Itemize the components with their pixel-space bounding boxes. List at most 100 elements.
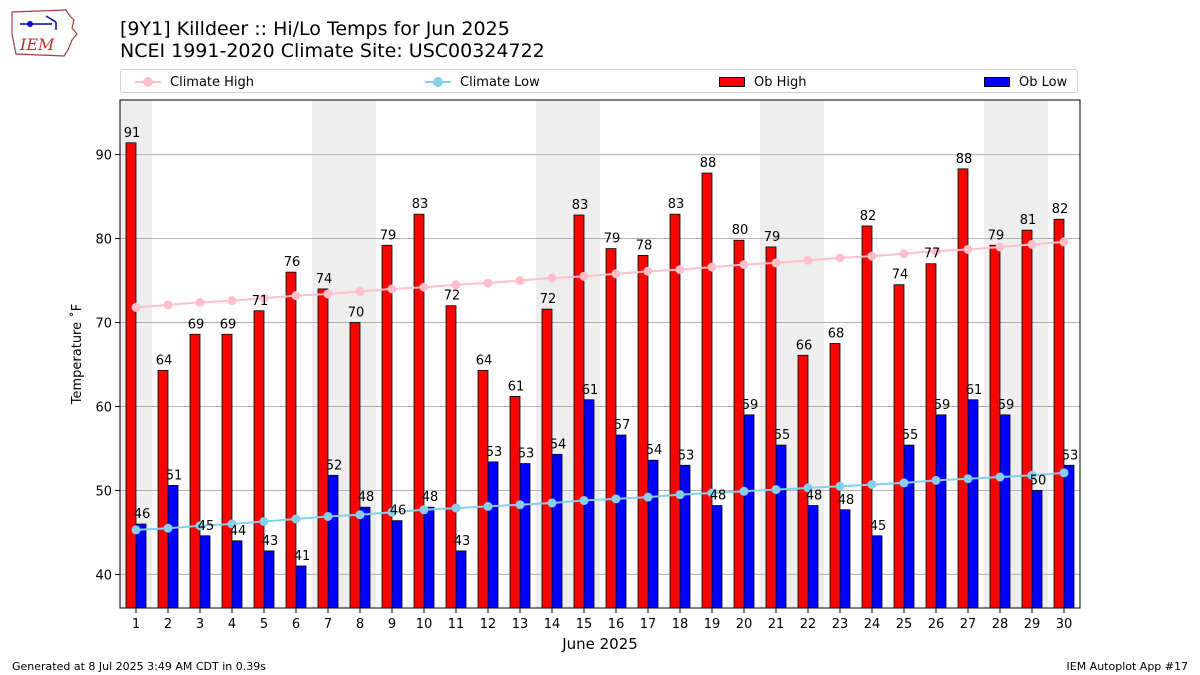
climate-low-point — [1059, 468, 1069, 478]
ob-low-value-label: 43 — [454, 534, 471, 549]
ob-high-value-label: 82 — [860, 209, 877, 224]
iowa-outline — [11, 9, 78, 57]
ob-high-bar — [445, 305, 457, 609]
x-tick-label: 13 — [512, 617, 529, 632]
ob-high-bar — [733, 239, 745, 609]
y-tick-label: 40 — [95, 568, 112, 583]
x-tick-label: 22 — [800, 617, 817, 632]
ob-low-value-label: 41 — [294, 549, 311, 564]
climate-high-point — [931, 246, 941, 256]
climate-low-point — [643, 492, 653, 502]
ob-low-bar — [807, 505, 819, 609]
ob-low-bar — [775, 444, 787, 609]
x-tick-label: 16 — [608, 617, 625, 632]
climate-low-point — [419, 505, 429, 515]
ob-low-value-label: 45 — [870, 519, 887, 534]
ob-high-bar — [349, 322, 361, 609]
climate-low-point — [163, 523, 173, 533]
ob-high-value-label: 79 — [380, 228, 397, 243]
climate-low-point — [515, 500, 525, 510]
ob-low-value-label: 45 — [198, 519, 215, 534]
ob-low-value-label: 48 — [422, 490, 439, 505]
ob-high-value-label: 72 — [444, 289, 461, 304]
ob-high-value-label: 79 — [604, 232, 621, 247]
climate-low-point — [739, 486, 749, 496]
climate-high-point — [291, 291, 301, 301]
ob-high-bar — [477, 369, 489, 609]
climate-high-point — [451, 280, 461, 290]
ob-low-value-label: 51 — [166, 468, 183, 483]
climate-high-point — [547, 273, 557, 283]
x-tick-label: 7 — [324, 617, 332, 632]
x-tick-label: 1 — [132, 617, 140, 632]
climate-low-point — [483, 501, 493, 511]
ob-high-value-label: 76 — [284, 255, 301, 270]
x-tick-label: 14 — [544, 617, 561, 632]
climate-low-point — [227, 519, 237, 529]
ob-low-value-label: 53 — [1062, 448, 1079, 463]
ob-high-value-label: 61 — [508, 379, 525, 394]
ob-high-value-label: 66 — [796, 338, 813, 353]
climate-high-point — [739, 260, 749, 270]
ob-low-value-label: 48 — [806, 489, 823, 504]
x-tick-label: 18 — [672, 617, 689, 632]
climate-high-point — [515, 276, 525, 286]
ob-high-bar — [157, 369, 169, 609]
ob-low-bar — [871, 535, 883, 609]
ob-high-value-label: 71 — [252, 294, 269, 309]
ob-high-value-label: 74 — [316, 272, 333, 287]
x-tick-label: 9 — [388, 617, 396, 632]
x-tick-label: 8 — [356, 617, 364, 632]
x-tick-label: 3 — [196, 617, 204, 632]
ob-low-bar — [135, 523, 147, 609]
ob-high-value-label: 78 — [636, 238, 653, 253]
climate-high-point — [867, 251, 877, 261]
climate-low-point — [451, 503, 461, 513]
x-tick-label: 23 — [832, 617, 849, 632]
ob-low-bar — [679, 464, 691, 609]
ob-low-bar — [967, 399, 979, 609]
climate-low-point — [899, 478, 909, 488]
climate-high-point — [963, 244, 973, 254]
climate-high-point — [323, 289, 333, 299]
legend-item-ob-low: Ob Low — [984, 73, 1067, 91]
ob-low-value-label: 48 — [838, 493, 855, 508]
x-tick-label: 20 — [736, 617, 753, 632]
ob-low-bar — [999, 414, 1011, 609]
ob-high-value-label: 88 — [956, 152, 973, 167]
x-tick-label: 21 — [768, 617, 785, 632]
ob-high-bar — [1021, 229, 1033, 609]
ob-high-value-label: 82 — [1052, 202, 1069, 217]
legend-swatch-ob-low — [984, 77, 1010, 87]
ob-low-value-label: 43 — [262, 534, 279, 549]
ob-high-bar — [893, 284, 905, 609]
ob-low-bar — [455, 550, 467, 609]
ob-low-bar — [1063, 464, 1075, 609]
climate-low-point — [547, 498, 557, 508]
climate-low-point — [131, 525, 141, 535]
ob-low-value-label: 46 — [134, 507, 151, 522]
ob-low-bar — [551, 453, 563, 609]
ob-high-bar — [925, 263, 937, 609]
ob-high-value-label: 74 — [892, 268, 909, 283]
ob-low-bar — [231, 540, 243, 609]
climate-high-point — [803, 255, 813, 265]
ob-low-value-label: 53 — [678, 448, 695, 463]
ob-low-value-label: 52 — [326, 458, 343, 473]
ob-low-value-label: 54 — [550, 437, 567, 452]
x-tick-label: 29 — [1024, 617, 1041, 632]
ob-low-bar — [647, 459, 659, 609]
ob-high-value-label: 70 — [348, 306, 365, 321]
ob-low-value-label: 59 — [742, 398, 759, 413]
ob-low-value-label: 59 — [998, 398, 1015, 413]
climate-high-point — [579, 271, 589, 281]
ob-high-bar — [253, 310, 265, 609]
y-tick-label: 90 — [95, 149, 112, 164]
ob-high-value-label: 72 — [540, 292, 557, 307]
climate-low-point — [291, 514, 301, 524]
x-tick-label: 5 — [260, 617, 268, 632]
x-tick-label: 12 — [480, 617, 497, 632]
ob-high-value-label: 83 — [572, 198, 589, 213]
ob-high-bar — [637, 254, 649, 609]
